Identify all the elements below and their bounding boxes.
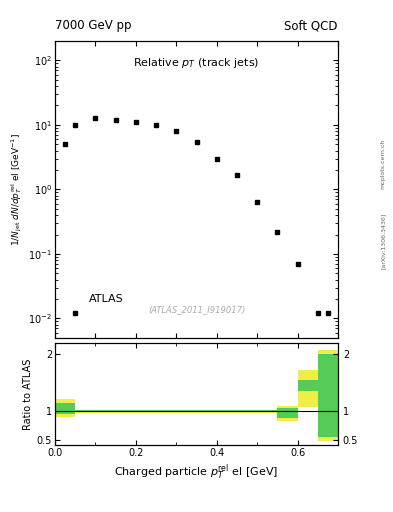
Y-axis label: $1/N_{\rm jet}\ dN/dp_T^{\rm rel}\ {\rm el}\ [{\rm GeV}^{-1}]$: $1/N_{\rm jet}\ dN/dp_T^{\rm rel}\ {\rm … <box>10 133 24 246</box>
X-axis label: Charged particle $p_T^{\rm rel}$ el [GeV]: Charged particle $p_T^{\rm rel}$ el [GeV… <box>114 462 279 482</box>
Text: mcplots.cern.ch: mcplots.cern.ch <box>381 139 386 189</box>
Text: ATLAS: ATLAS <box>89 294 124 304</box>
Bar <box>75 410 277 413</box>
Text: 7000 GeV pp: 7000 GeV pp <box>55 19 132 32</box>
Bar <box>277 406 298 421</box>
Bar <box>75 410 277 413</box>
Text: (ATLAS_2011_I919017): (ATLAS_2011_I919017) <box>148 305 245 314</box>
Text: [arXiv:1306.3436]: [arXiv:1306.3436] <box>381 212 386 269</box>
Bar <box>55 403 75 414</box>
Bar <box>298 370 318 407</box>
Bar <box>318 350 338 441</box>
Y-axis label: Ratio to ATLAS: Ratio to ATLAS <box>23 358 33 430</box>
Bar <box>55 399 75 417</box>
Text: Relative $p_T$ (track jets): Relative $p_T$ (track jets) <box>133 56 260 70</box>
Bar <box>277 409 298 418</box>
Text: Soft QCD: Soft QCD <box>285 19 338 32</box>
Bar <box>318 354 338 437</box>
Bar <box>298 380 318 391</box>
